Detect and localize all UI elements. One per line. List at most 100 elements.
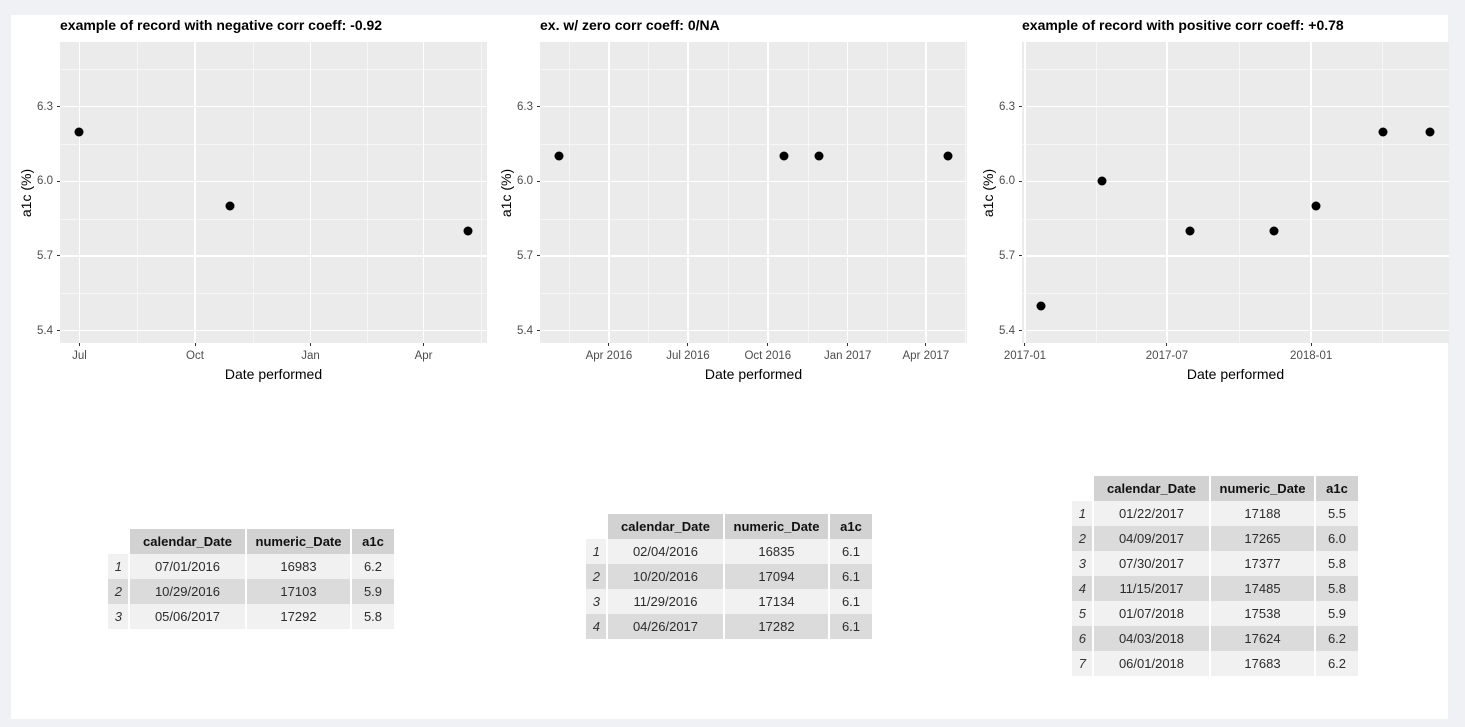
column-header: calendar_Date: [608, 514, 725, 539]
x-axis-title: Date performed: [1186, 366, 1285, 382]
row-index: 3: [586, 589, 608, 614]
row-index: 1: [108, 554, 130, 579]
row-index-header: [586, 514, 608, 539]
dataframe-table: calendar_Date numeric_Date a1c 1 01/22/2017 1…: [1072, 476, 1358, 676]
plot-title: example of record with positive corr coe…: [1022, 17, 1344, 33]
minor-gridline-x: [807, 42, 809, 343]
major-gridline-x: [925, 42, 927, 343]
minor-gridline-x: [137, 42, 139, 343]
plot-positive-corr: example of record with positive corr coe…: [973, 15, 1451, 407]
minor-gridline-x: [1382, 42, 1384, 343]
major-gridline-x: [608, 42, 610, 343]
column-header: numeric_Date: [725, 514, 830, 539]
data-point: [814, 151, 824, 161]
data-point: [779, 151, 789, 161]
major-gridline-y: [60, 180, 487, 183]
data-point: [225, 201, 235, 211]
y-tick-label: 6.0: [37, 175, 53, 188]
data-point: [1036, 301, 1046, 311]
table-cell: 17377: [1211, 551, 1316, 576]
table-header-row: calendar_Date numeric_Date a1c: [1072, 476, 1358, 501]
table-cell: 11/29/2016: [608, 589, 725, 614]
data-point: [463, 226, 473, 236]
x-tick-mark: [1310, 343, 1312, 346]
data-point: [554, 151, 564, 161]
dataframe-table: calendar_Date numeric_Date a1c 1 07/01/2016 1…: [108, 529, 394, 629]
row-index-header: [108, 529, 130, 554]
x-tick-label: Apr 2016: [585, 350, 633, 362]
major-gridline-y: [540, 255, 967, 257]
dataframe-negative-corr: calendar_Date numeric_Date a1c 1 07/01/2016 1…: [108, 529, 394, 629]
x-tick-mark: [767, 343, 769, 346]
major-gridline-x: [1166, 42, 1168, 343]
major-gridline-x: [309, 42, 312, 343]
y-tick-label: 6.3: [37, 100, 53, 113]
major-gridline-x: [194, 42, 196, 343]
row-index: 1: [1072, 501, 1094, 526]
table-row: 7 06/01/2018 17683 6.2: [1072, 651, 1358, 676]
y-axis-title: a1c (%): [980, 168, 996, 217]
y-axis-title: a1c (%): [18, 168, 34, 217]
row-index: 7: [1072, 651, 1094, 676]
table-cell: 17624: [1211, 626, 1316, 651]
row-index: 1: [586, 539, 608, 564]
x-tick-label: Jan: [301, 350, 320, 362]
table-cell: 07/01/2016: [130, 554, 247, 579]
minor-gridline-x: [886, 42, 888, 343]
table-row: 5 01/07/2018 17538 5.9: [1072, 601, 1358, 626]
x-tick-label: Apr: [414, 350, 433, 362]
notebook-output-canvas: example of record with negative corr coe…: [11, 15, 1451, 719]
data-point: [1378, 127, 1388, 137]
dataframe-table: calendar_Date numeric_Date a1c 1 02/04/2016 1…: [586, 514, 872, 639]
plot-title: ex. w/ zero corr coeff: 0/NA: [540, 17, 720, 33]
x-tick-label: 2017-01: [1003, 350, 1047, 362]
data-point: [1097, 176, 1107, 186]
column-header: numeric_Date: [1211, 476, 1316, 501]
table-cell: 10/29/2016: [130, 579, 247, 604]
dataframe-zero-corr: calendar_Date numeric_Date a1c 1 02/04/2016 1…: [586, 514, 872, 639]
y-tick-label: 6.0: [517, 175, 533, 188]
x-tick-mark: [608, 343, 610, 346]
data-point: [1311, 201, 1321, 211]
x-tick-mark: [423, 343, 425, 346]
x-tick-label: 2017-07: [1145, 350, 1188, 362]
minor-gridline-x: [648, 42, 650, 343]
table-cell: 6.1: [830, 564, 872, 589]
table-cell: 5.8: [352, 604, 394, 629]
y-tick-mark: [537, 180, 540, 182]
column-header: calendar_Date: [1094, 476, 1211, 501]
minor-gridline-x: [1095, 42, 1097, 343]
x-tick-label: Oct: [186, 350, 204, 362]
table-cell: 5.5: [1316, 501, 1358, 526]
data-point: [74, 127, 84, 137]
y-tick-mark: [1019, 106, 1022, 108]
table-cell: 11/15/2017: [1094, 576, 1211, 601]
minor-gridline-y: [1022, 218, 1449, 220]
minor-gridline-y: [60, 69, 487, 71]
x-tick-label: Apr 2017: [902, 350, 950, 362]
x-axis-title: Date performed: [224, 366, 323, 382]
table-row: 4 04/26/2017 17282 6.1: [586, 614, 872, 639]
table-row: 1 01/22/2017 17188 5.5: [1072, 501, 1358, 526]
dataframe-positive-corr: calendar_Date numeric_Date a1c 1 01/22/2017 1…: [1072, 476, 1358, 676]
row-index: 6: [1072, 626, 1094, 651]
major-gridline-x: [78, 42, 81, 343]
y-tick-mark: [1019, 330, 1022, 332]
table-cell: 6.0: [1316, 526, 1358, 551]
x-axis-title: Date performed: [704, 366, 803, 382]
table-cell: 06/01/2018: [1094, 651, 1211, 676]
row-index: 4: [586, 614, 608, 639]
table-row: 4 11/15/2017 17485 5.8: [1072, 576, 1358, 601]
row-index: 2: [586, 564, 608, 589]
y-tick-mark: [57, 106, 60, 108]
minor-gridline-y: [1022, 293, 1449, 295]
plot-title: example of record with negative corr coe…: [60, 17, 383, 33]
data-point: [943, 151, 953, 161]
table-cell: 6.2: [352, 554, 394, 579]
y-tick-mark: [57, 180, 60, 182]
minor-gridline-x: [727, 42, 729, 343]
table-cell: 04/09/2017: [1094, 526, 1211, 551]
table-row: 2 10/29/2016 17103 5.9: [108, 579, 394, 604]
table-row: 2 10/20/2016 17094 6.1: [586, 564, 872, 589]
data-point: [1185, 226, 1195, 236]
